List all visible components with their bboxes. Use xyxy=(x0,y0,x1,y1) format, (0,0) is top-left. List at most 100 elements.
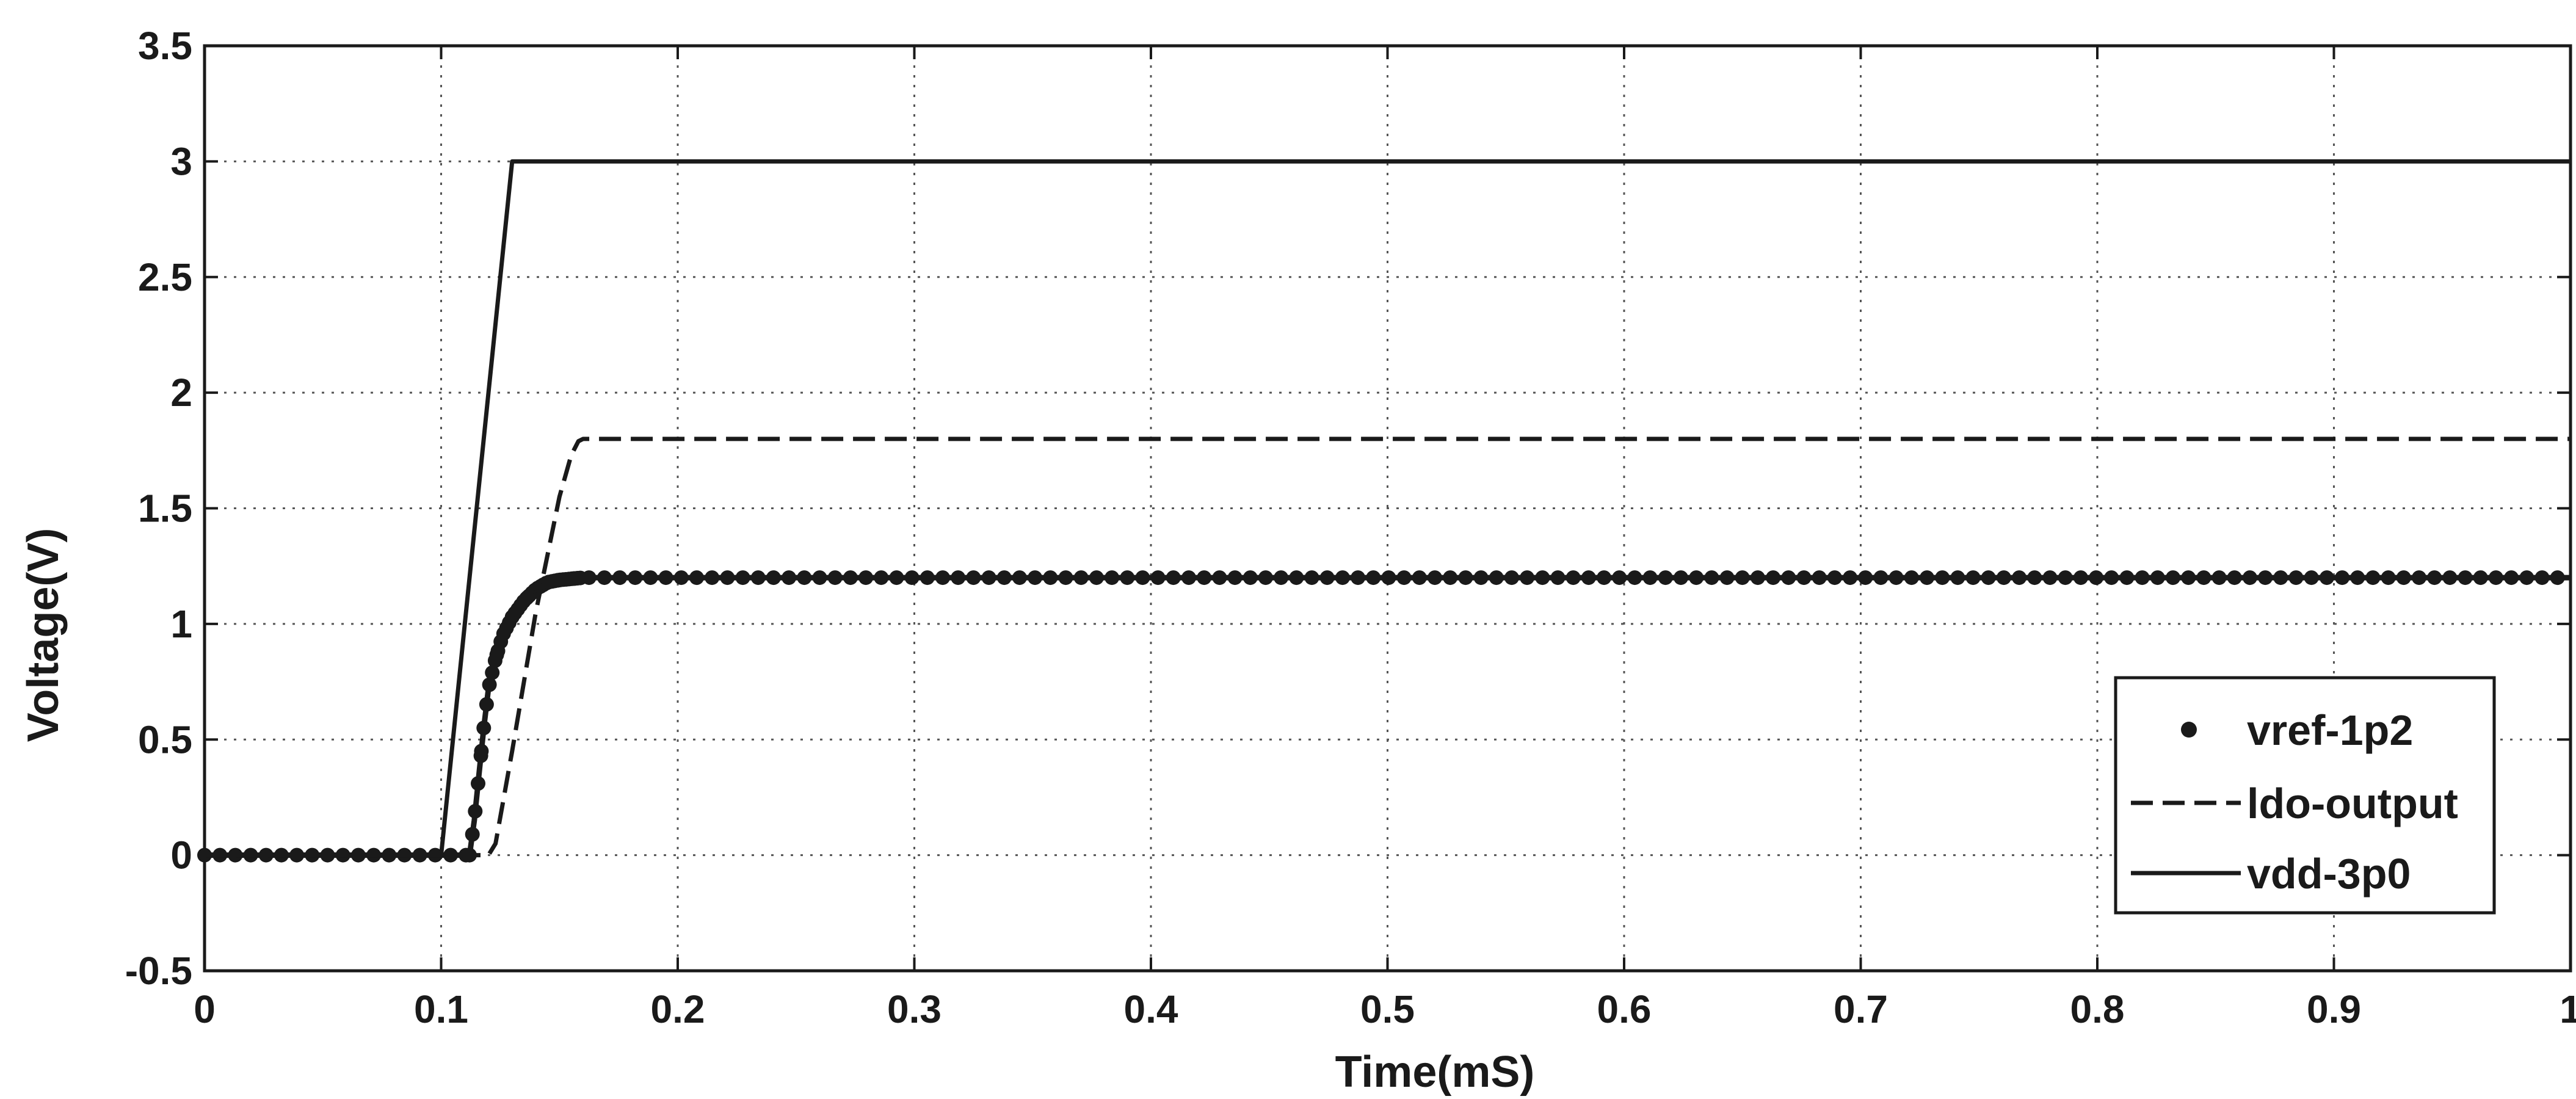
series-point-vref-1p2 xyxy=(1627,570,1642,586)
series-point-vref-1p2 xyxy=(1520,570,1535,586)
series-point-vref-1p2 xyxy=(951,570,966,586)
series-point-vref-1p2 xyxy=(1289,570,1304,586)
series-point-vref-1p2 xyxy=(465,827,480,842)
series-point-vref-1p2 xyxy=(720,570,735,586)
series-point-vref-1p2 xyxy=(1858,570,1873,586)
series-point-vref-1p2 xyxy=(597,570,612,586)
series-point-vref-1p2 xyxy=(1181,570,1196,586)
series-point-vref-1p2 xyxy=(2504,570,2519,586)
series-point-vref-1p2 xyxy=(2135,570,2150,586)
series-point-vref-1p2 xyxy=(2058,570,2073,586)
series-point-vref-1p2 xyxy=(1658,570,1673,586)
series-point-vref-1p2 xyxy=(874,570,889,586)
x-tick-label: 0.9 xyxy=(2307,987,2361,1031)
y-tick-label: 0.5 xyxy=(138,717,192,761)
series-point-vref-1p2 xyxy=(750,570,766,586)
series-point-vref-1p2 xyxy=(476,720,492,736)
series-point-vref-1p2 xyxy=(2488,570,2503,586)
series-point-vref-1p2 xyxy=(1073,570,1089,586)
series-point-vref-1p2 xyxy=(1258,570,1273,586)
series-point-vref-1p2 xyxy=(1812,570,1827,586)
series-point-vref-1p2 xyxy=(1920,570,1934,586)
series-point-vref-1p2 xyxy=(766,570,781,586)
series-point-vref-1p2 xyxy=(471,776,485,791)
series-point-vref-1p2 xyxy=(628,570,643,586)
series-point-vref-1p2 xyxy=(1089,570,1104,586)
series-point-vref-1p2 xyxy=(468,803,483,819)
series-point-vref-1p2 xyxy=(782,570,797,586)
series-point-vref-1p2 xyxy=(735,570,750,586)
series-point-vref-1p2 xyxy=(889,570,904,586)
series-point-vref-1p2 xyxy=(1689,570,1704,586)
y-tick-labels: -0.5 0 0.5 1 1.5 2 2.5 3 3.5 xyxy=(125,24,192,993)
series-point-vref-1p2 xyxy=(2104,570,2119,586)
series-point-vref-1p2 xyxy=(843,570,858,586)
series-point-vref-1p2 xyxy=(858,570,874,586)
series-point-vref-1p2 xyxy=(1381,570,1396,586)
series-point-vref-1p2 xyxy=(705,570,720,586)
series-point-vref-1p2 xyxy=(2519,570,2534,586)
series-point-vref-1p2 xyxy=(2119,570,2135,586)
tick-marks xyxy=(203,45,2572,972)
series-point-vref-1p2 xyxy=(1366,570,1381,586)
series-layer xyxy=(197,159,2571,863)
series-point-vref-1p2 xyxy=(658,570,673,586)
series-point-vref-1p2 xyxy=(904,570,920,586)
series-point-vref-1p2 xyxy=(1304,570,1319,586)
series-point-vref-1p2 xyxy=(935,570,950,586)
series-point-vref-1p2 xyxy=(996,570,1012,586)
series-point-vref-1p2 xyxy=(966,570,981,586)
series-point-vref-1p2 xyxy=(1766,570,1781,586)
series-point-vref-1p2 xyxy=(2396,570,2411,586)
series-point-vref-1p2 xyxy=(2550,570,2565,586)
x-tick-label: 0.6 xyxy=(1597,987,1652,1031)
series-point-vref-1p2 xyxy=(1888,570,1904,586)
series-point-vref-1p2 xyxy=(1566,570,1581,586)
series-point-vref-1p2 xyxy=(1058,570,1073,586)
series-point-vref-1p2 xyxy=(1735,570,1750,586)
series-point-vref-1p2 xyxy=(2412,570,2426,586)
series-point-vref-1p2 xyxy=(1197,570,1212,586)
series-point-vref-1p2 xyxy=(2211,570,2227,586)
series-point-vref-1p2 xyxy=(2073,570,2088,586)
legend: vref-1p2 ldo-output vdd-3p0 xyxy=(2114,676,2496,915)
series-point-vref-1p2 xyxy=(689,570,704,586)
series-point-vref-1p2 xyxy=(1781,570,1796,586)
series-point-vref-1p2 xyxy=(1535,570,1550,586)
series-point-vref-1p2 xyxy=(2012,570,2027,586)
x-tick-label: 0.8 xyxy=(2070,987,2125,1031)
legend-label-vdd-3p0: vdd-3p0 xyxy=(2247,850,2411,898)
series-point-vref-1p2 xyxy=(1396,570,1412,586)
x-tick-label: 0.5 xyxy=(1360,987,1415,1031)
x-tick-labels: 0 0.1 0.2 0.3 0.4 0.5 0.6 0.7 0.8 0.9 1 xyxy=(194,987,2576,1031)
series-point-vref-1p2 xyxy=(2089,570,2104,586)
x-tick-label: 0.2 xyxy=(651,987,705,1031)
series-point-vref-1p2 xyxy=(643,570,658,586)
series-point-vref-1p2 xyxy=(2365,570,2381,586)
legend-label-ldo-output: ldo-output xyxy=(2247,780,2458,827)
x-tick-label: 0 xyxy=(194,987,216,1031)
series-point-vref-1p2 xyxy=(1550,570,1566,586)
x-tick-label: 0.7 xyxy=(1834,987,1888,1031)
series-point-vref-1p2 xyxy=(1996,570,2011,586)
y-tick-label: -0.5 xyxy=(125,949,192,993)
series-point-vref-1p2 xyxy=(1719,570,1735,586)
series-point-vref-1p2 xyxy=(797,570,812,586)
series-point-vref-1p2 xyxy=(2042,570,2058,586)
y-tick-label: 2.5 xyxy=(138,255,192,299)
series-point-vref-1p2 xyxy=(473,748,488,763)
series-point-vref-1p2 xyxy=(2258,570,2273,586)
series-point-vref-1p2 xyxy=(1950,570,1965,586)
series-point-vref-1p2 xyxy=(1150,570,1166,586)
series-point-vref-1p2 xyxy=(1612,570,1627,586)
series-point-vref-1p2 xyxy=(1489,570,1504,586)
series-point-vref-1p2 xyxy=(1243,570,1258,586)
y-tick-label: 3 xyxy=(170,139,192,183)
series-point-vref-1p2 xyxy=(1458,570,1473,586)
series-point-vref-1p2 xyxy=(1028,570,1043,586)
series-point-vref-1p2 xyxy=(1412,570,1427,586)
series-line-vdd-3p0 xyxy=(205,159,2571,858)
series-point-vref-1p2 xyxy=(1796,570,1812,586)
series-point-vref-1p2 xyxy=(981,570,996,586)
